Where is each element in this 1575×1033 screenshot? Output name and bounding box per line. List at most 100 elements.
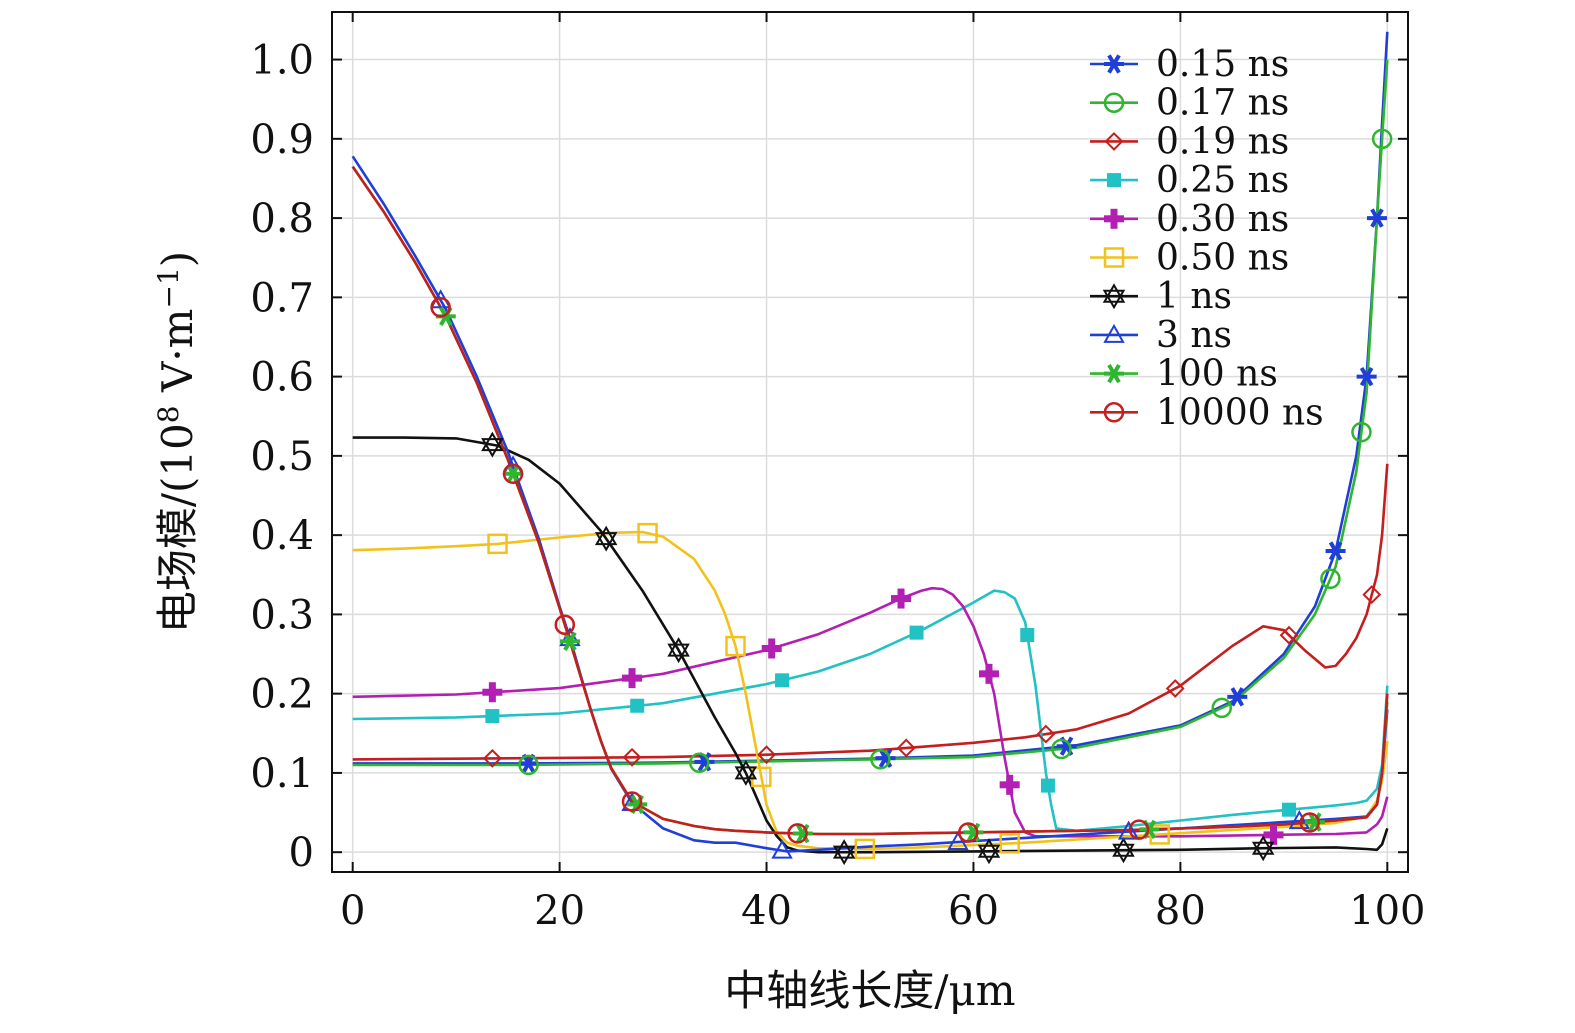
data-point-1-ns [734,759,758,786]
series-line-0-19-ns [352,463,1389,761]
data-point-10000-ns [554,614,576,635]
data-point-1-ns [667,637,690,664]
y-axis-label: 电场模/(108 V·m−1) [152,251,202,633]
legend-marker [1107,173,1121,188]
data-point-0-25-ns [1040,778,1055,793]
data-point-0-30-ns [1263,824,1284,845]
y-tick-label: 0.8 [250,196,314,242]
data-point-1-ns [977,838,1001,865]
y-tick-label: 0.4 [250,513,314,559]
legend-item-0-30-ns: 0.30 ns [1090,199,1289,240]
data-point-0-19-ns [896,738,916,758]
data-point-0-30-ns [622,668,643,689]
data-point-10000-ns [1128,819,1150,840]
data-point-0-17-ns [1371,128,1393,150]
legend-item-100-ns: 100 ns [1090,354,1278,395]
data-point-0-50-ns [999,833,1020,854]
series-line-0-30-ns [352,586,1389,838]
legend-item-10000-ns: 10000 ns [1090,392,1324,433]
legend-item-1-ns: 1 ns [1090,276,1232,317]
legend-label: 0.25 ns [1156,160,1289,201]
data-point-0-19-ns [1036,724,1056,744]
data-point-1-ns [832,839,856,866]
legend-label: 1 ns [1156,276,1232,317]
data-point-10000-ns [1299,812,1320,833]
x-tick-label: 0 [340,888,365,934]
x-tick-label: 80 [1155,888,1206,934]
data-point-3-ns [771,839,793,859]
legend-item-0-25-ns: 0.25 ns [1090,160,1289,201]
data-point-0-25-ns [909,625,924,640]
legend-marker [1103,402,1125,423]
data-point-0-17-ns [518,754,539,776]
data-point-0-19-ns [482,748,502,768]
legend-marker [1102,283,1126,310]
y-axis-label-prefix: 电场模/(10 [153,423,202,633]
data-point-3-ns [1288,810,1311,830]
data-point-0-25-ns [630,698,645,713]
legend-label: 0.50 ns [1156,238,1289,279]
data-point-3-ns [947,830,969,851]
data-point-1-ns [1112,837,1135,864]
y-tick-label: 0.7 [250,275,314,321]
data-point-0-50-ns [725,635,746,657]
legend-marker [1103,323,1125,343]
data-point-0-17-ns [689,752,710,773]
data-point-0-25-ns [1282,802,1297,817]
legend-item-0-19-ns: 0.19 ns [1090,121,1289,162]
grid [332,12,1408,872]
legend-label: 100 ns [1156,354,1278,395]
data-point-0-19-ns [1279,625,1299,645]
y-tick-label: 0.6 [250,355,314,401]
data-point-1-ns [481,431,504,458]
legend-marker [1103,92,1125,113]
data-point-0-30-ns [761,638,782,659]
x-tick-label: 20 [534,888,585,934]
y-tick-label: 0.5 [250,434,314,480]
x-tick-label: 100 [1349,888,1425,934]
data-point-0-17-ns [870,748,891,770]
x-tick-label: 60 [948,888,999,934]
data-point-0-19-ns [622,747,642,767]
data-point-0-19-ns [1165,679,1185,698]
data-point-1-ns [1251,835,1275,862]
data-point-0-30-ns [999,774,1020,795]
legend-marker [1104,208,1124,229]
y-axis-label-exp1: 8 [152,405,185,423]
y-tick-label: 0.3 [250,592,314,638]
data-point-0-30-ns [891,588,912,609]
data-point-0-15-ns [1227,687,1248,707]
data-point-10000-ns [621,791,643,812]
data-point-10000-ns [787,823,808,844]
data-point-0-17-ns [1351,421,1372,443]
legend-label: 0.19 ns [1156,121,1289,162]
data-point-0-17-ns [1320,568,1341,589]
data-point-10000-ns [958,822,979,843]
series-line-0-25-ns [352,589,1389,833]
series-markers [429,128,1393,866]
legend-item-0-17-ns: 0.17 ns [1090,83,1289,124]
legend-marker [1104,54,1124,74]
y-tick-label: 0.2 [250,672,314,718]
data-point-0-25-ns [485,709,500,724]
data-point-0-25-ns [775,673,790,688]
axis-ticks: 0 20 40 60 80 100 0 0.1 0.2 0.3 0.4 0.5 0.6 0.7 0.8 0.9… [250,12,1425,934]
data-point-0-50-ns [854,838,876,860]
data-point-3-ns [1117,820,1140,840]
series-line-10000-ns [351,165,1389,836]
data-point-0-17-ns [1211,697,1233,719]
data-point-0-17-ns [1051,738,1072,760]
data-point-0-50-ns [637,522,658,544]
data-point-0-25-ns [1020,628,1035,643]
x-axis-label: 中轴线长度/μm [724,966,1015,1015]
data-point-0-19-ns [1362,585,1382,604]
legend-marker [1103,247,1125,268]
data-point-0-15-ns [1325,541,1346,561]
data-point-1-ns [594,525,618,552]
legend-label: 0.17 ns [1156,83,1289,124]
plot-frame [331,11,1409,873]
data-point-0-30-ns [482,682,503,703]
y-axis-label-suffix: ) [153,251,202,267]
y-tick-label: 0.1 [250,751,314,797]
